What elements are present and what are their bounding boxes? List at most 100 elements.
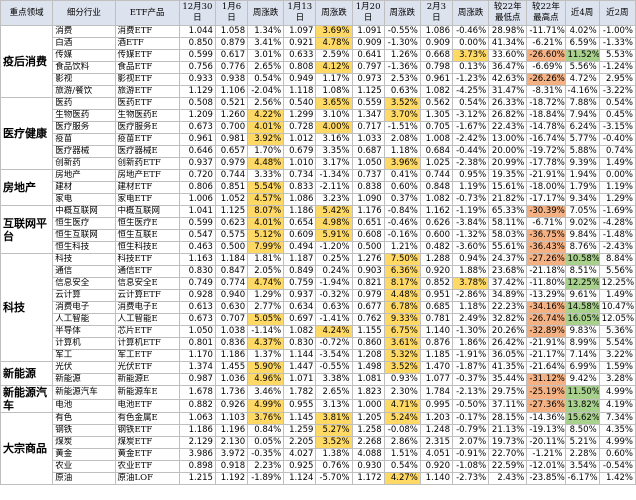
value-cell: 1.37% <box>247 349 285 362</box>
sector-cell: 大宗商品 <box>0 412 54 485</box>
value-cell: -21.64% <box>526 361 566 374</box>
table-row: 通信 通信ETF 0.830 0.847 2.05% 0.849 0.24% 0.903 6.3… <box>1 265 636 278</box>
value-cell: 9.84% <box>564 229 600 242</box>
value-cell: -36.75% <box>526 229 566 242</box>
sub-industry: 恒生科技 <box>52 241 116 254</box>
value-cell: 22.23% <box>488 301 528 314</box>
value-cell: -0.50% <box>451 398 490 413</box>
value-cell: -1.14% <box>247 325 285 338</box>
value-cell: 1.170 <box>178 349 216 362</box>
value-cell: 1.097 <box>283 25 317 38</box>
value-cell: 0.00% <box>451 37 490 50</box>
value-cell: 0.668 <box>419 49 454 62</box>
value-cell: 21.13% <box>488 424 528 437</box>
value-cell: 0.508 <box>178 97 216 110</box>
value-cell: 5.56% <box>598 265 636 278</box>
etf-name: 建材ETF <box>114 181 180 194</box>
table-row: 生物医药 生物医药E 1.209 1.260 4.22% 1.299 3.10% 1.347 3… <box>1 109 636 122</box>
value-cell: 0.500 <box>351 241 385 254</box>
value-cell: 0.54% <box>451 97 490 110</box>
value-cell: 1.125 <box>351 85 385 98</box>
sub-industry: 新能源汽车 <box>52 385 116 400</box>
value-cell: 1.041 <box>178 205 216 218</box>
sub-industry: 农业 <box>52 460 116 473</box>
value-cell: 0.949 <box>283 73 317 86</box>
etf-name: 恒生互联E <box>114 229 180 242</box>
etf-name: 家电ETF <box>114 193 180 206</box>
value-cell: 2.30% <box>383 385 421 400</box>
value-cell: 2.205 <box>283 436 317 449</box>
value-cell: 1.49% <box>598 157 636 170</box>
value-cell: 1.038 <box>214 325 249 338</box>
value-cell: 1.106 <box>214 85 249 98</box>
value-cell: 2.56% <box>247 97 285 110</box>
value-cell: 0.500 <box>214 241 249 254</box>
value-cell: 0.921 <box>283 37 317 50</box>
value-cell: 28.98% <box>488 25 528 38</box>
value-cell: -2.13% <box>451 385 490 400</box>
value-cell: 13.82% <box>564 398 600 413</box>
value-cell: 2.59% <box>315 49 353 62</box>
value-cell: 4.96% <box>247 373 285 386</box>
value-cell: 1.29% <box>247 289 285 302</box>
value-cell: 8.50% <box>564 424 600 437</box>
header-cell: 周涨跌 <box>315 0 353 26</box>
value-cell: 0.599 <box>178 217 216 230</box>
value-cell: 1.140 <box>419 472 454 485</box>
value-cell: 7.14% <box>564 349 600 362</box>
etf-name: 食品ETF <box>114 61 180 74</box>
value-cell: 5.77% <box>564 133 600 146</box>
value-cell: -0.55% <box>383 25 421 38</box>
value-cell: -1.41% <box>315 313 353 326</box>
value-cell: 4.01% <box>247 217 285 230</box>
value-cell: 0.651 <box>351 217 385 230</box>
value-cell: 3.41% <box>247 37 285 50</box>
value-cell: 8.84% <box>598 253 636 266</box>
table-row: 煤炭 煤炭ETF 2.129 2.130 0.05% 2.205 3.52% 2.268 2.8… <box>1 436 636 449</box>
value-cell: -6.69% <box>526 61 566 74</box>
header-cell: 周涨跌 <box>383 0 421 26</box>
table-body: 疫后消费 消费 消费ETF 1.044 1.058 1.34% 1.097 3.69% 1.09… <box>0 25 636 485</box>
value-cell: 1.090 <box>351 193 385 206</box>
sector-cell: 新能源汽车 <box>0 385 54 413</box>
value-cell: 37.11% <box>488 398 528 413</box>
value-cell: 26.42% <box>488 337 528 350</box>
etf-name: 医疗器械E <box>114 145 180 158</box>
value-cell: 1.008 <box>419 133 454 146</box>
value-cell: -0.32% <box>315 289 353 302</box>
value-cell: -1.36% <box>383 61 421 74</box>
value-cell: -1.51% <box>383 121 421 134</box>
table-row: 恒生科技 恒生科技E 0.463 0.500 7.99% 0.494 -1.20% 0.500… <box>1 241 636 254</box>
value-cell: -1.67% <box>451 121 490 134</box>
header-cell: 细分行业 <box>52 0 116 26</box>
value-cell: 4.48% <box>383 289 421 302</box>
value-cell: -21.17% <box>526 349 566 362</box>
table-row: 医疗健康 医药 医药ETF 0.508 0.521 2.56% 0.540 3.65% 0.55… <box>0 97 636 170</box>
value-cell: 0.76% <box>315 460 353 473</box>
etf-name: 原油LOF <box>114 472 180 485</box>
table-row: 恒生互联网 恒生互联E 0.547 0.575 5.12% 0.609 5.91% 0.608… <box>1 229 636 242</box>
value-cell: 0.608 <box>351 229 385 242</box>
value-cell: 4.72% <box>564 73 600 86</box>
value-cell: 0.54% <box>598 97 636 110</box>
value-cell: 0.13% <box>451 61 490 74</box>
value-cell: 1.19% <box>451 181 490 194</box>
etf-name: 新能源E <box>114 373 180 386</box>
value-cell: -5.70% <box>315 472 353 485</box>
value-cell: 19.73% <box>488 436 528 449</box>
value-cell: 0.909 <box>351 37 385 50</box>
value-cell: 5.54% <box>598 337 636 350</box>
value-cell: 65.33% <box>488 205 528 218</box>
value-cell: 8.07% <box>247 205 285 218</box>
sub-industry: 旅游/餐饮 <box>52 85 116 98</box>
table-row: 电池 电池ETF 0.882 0.926 4.99% 0.955 3.13% 1.000 4.7… <box>1 398 636 413</box>
value-cell: 1.036 <box>214 373 249 386</box>
value-cell: 0.673 <box>178 313 216 326</box>
value-cell: 1.118 <box>283 85 317 98</box>
value-cell: 0.938 <box>214 73 249 86</box>
value-cell: 33.60% <box>488 49 528 62</box>
value-cell: -0.91% <box>451 448 490 461</box>
header-cell: 较22年最低点 <box>488 0 528 26</box>
value-cell: -17.78% <box>526 157 566 170</box>
